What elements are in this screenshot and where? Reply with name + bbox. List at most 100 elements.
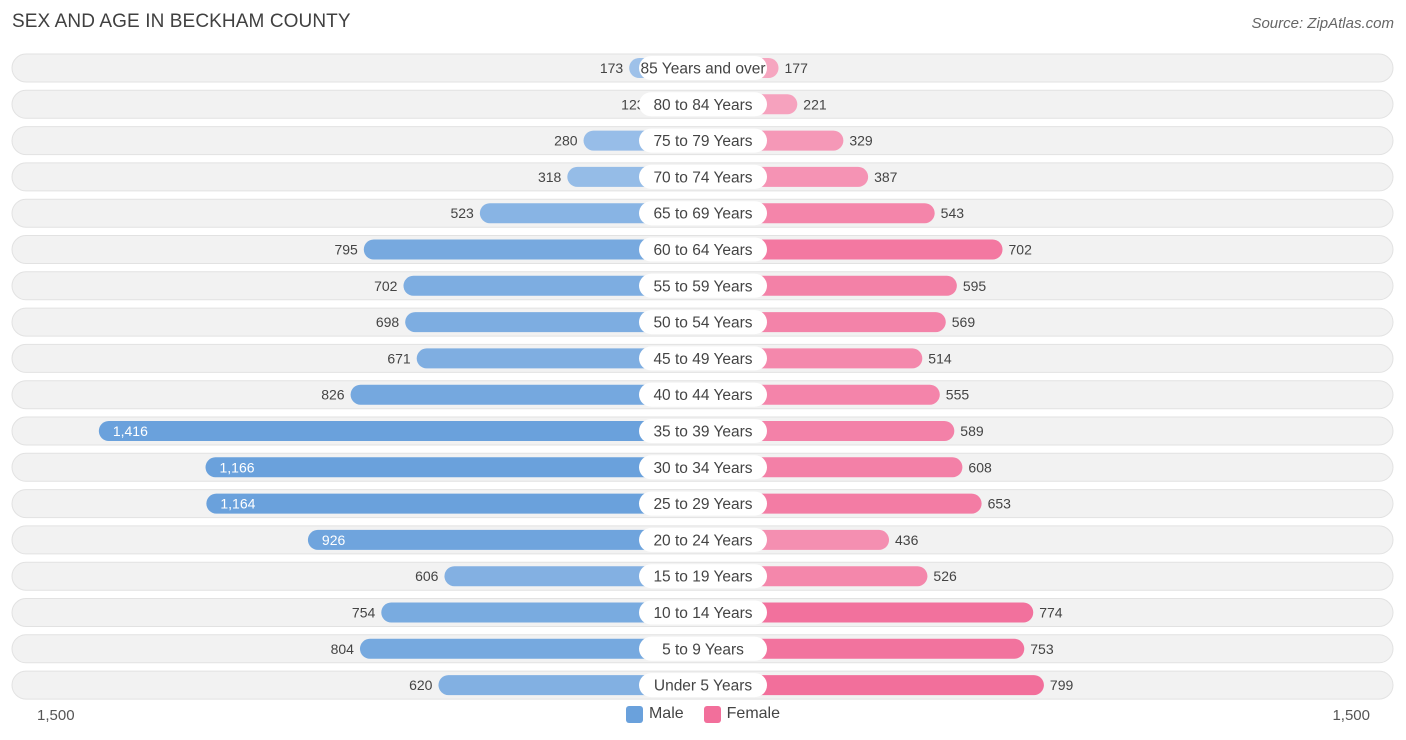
category-label: 80 to 84 Years <box>653 97 752 114</box>
female-bar <box>703 675 1044 696</box>
category-label: 60 to 64 Years <box>653 242 752 259</box>
male-value-label: 754 <box>352 605 376 621</box>
male-bar <box>438 675 703 696</box>
category-label-bg <box>639 237 767 262</box>
legend: Male Female <box>0 705 1406 723</box>
category-label: 45 to 49 Years <box>653 351 752 368</box>
male-bar <box>444 566 703 587</box>
male-value-label: 1,416 <box>113 423 148 439</box>
female-value-label: 774 <box>1039 605 1063 621</box>
male-value-label: 1,166 <box>220 459 255 475</box>
category-label: 30 to 34 Years <box>653 460 752 477</box>
female-bar <box>703 275 957 296</box>
female-bar <box>703 602 1034 623</box>
age-row: 702 595 55 to 59 Years <box>11 271 1394 301</box>
legend-item-male[interactable]: Male <box>625 705 684 723</box>
category-label-bg <box>639 201 767 226</box>
category-label-bg <box>639 600 767 625</box>
female-bar <box>703 457 963 478</box>
female-bar <box>703 493 982 514</box>
age-row: 754 774 10 to 14 Years <box>11 598 1394 627</box>
category-label: 55 to 59 Years <box>653 278 752 295</box>
female-value-label: 608 <box>968 459 992 475</box>
female-value-label: 702 <box>1009 242 1033 258</box>
category-label: 35 to 39 Years <box>653 424 752 441</box>
female-value-label: 387 <box>874 169 898 185</box>
age-row: 318 387 70 to 74 Years <box>11 162 1394 192</box>
male-bar <box>381 602 703 623</box>
chart-title: SEX AND AGE IN BECKHAM COUNTY <box>12 11 351 32</box>
male-value-label: 826 <box>321 387 345 403</box>
male-value-label: 523 <box>450 205 474 221</box>
female-value-label: 555 <box>946 387 970 403</box>
category-label: 50 to 54 Years <box>653 315 752 332</box>
age-row: 671 514 45 to 49 Years <box>11 343 1394 373</box>
male-bar <box>416 348 703 369</box>
female-value-label: 177 <box>785 60 809 76</box>
category-label-bg <box>639 56 767 80</box>
female-value-label: 436 <box>895 532 919 548</box>
age-row: 1,164 653 25 to 29 Years <box>11 489 1394 519</box>
category-label: 75 to 79 Years <box>653 133 752 150</box>
age-row: 926 436 20 to 24 Years <box>11 525 1394 555</box>
male-value-label: 606 <box>415 568 439 584</box>
female-value-label: 589 <box>960 423 984 439</box>
source-credit: Source: ZipAtlas.com <box>1251 15 1394 32</box>
category-label: 20 to 24 Years <box>653 532 752 549</box>
female-value-label: 653 <box>988 496 1012 512</box>
male-value-label: 698 <box>376 314 400 330</box>
category-label: 65 to 69 Years <box>653 206 752 223</box>
category-label-bg <box>639 128 767 153</box>
category-label: 25 to 29 Years <box>653 496 752 513</box>
female-value-label: 329 <box>849 133 873 149</box>
male-value-label: 620 <box>409 677 433 693</box>
male-bar <box>359 638 703 659</box>
category-label: 40 to 44 Years <box>653 387 752 404</box>
category-label: 15 to 19 Years <box>653 569 752 586</box>
category-label-bg <box>639 636 767 661</box>
age-row: 698 569 50 to 54 Years <box>11 307 1394 337</box>
category-label-bg <box>639 346 767 371</box>
age-row: 804 753 5 to 9 Years <box>11 634 1394 664</box>
male-bar <box>206 493 704 514</box>
female-value-label: 595 <box>963 278 987 294</box>
female-swatch <box>703 705 721 723</box>
female-value-label: 526 <box>933 568 957 584</box>
male-bar <box>363 239 703 260</box>
age-row: 173 177 85 Years and over <box>11 53 1394 83</box>
male-value-label: 1,164 <box>220 496 255 512</box>
male-bar <box>307 529 703 550</box>
male-bar <box>403 275 703 296</box>
female-value-label: 221 <box>803 96 827 112</box>
category-label-bg <box>639 419 767 443</box>
female-value-label: 543 <box>941 205 965 221</box>
legend-item-female[interactable]: Female <box>703 705 780 723</box>
category-label-bg <box>639 564 767 589</box>
male-value-label: 318 <box>538 169 562 185</box>
category-label-bg <box>639 164 767 189</box>
category-label: Under 5 Years <box>654 678 752 695</box>
male-value-label: 795 <box>334 242 358 258</box>
age-row: 1,416 589 35 to 39 Years <box>11 416 1394 446</box>
category-label-bg <box>639 382 767 407</box>
category-label-bg <box>639 491 767 516</box>
male-value-label: 280 <box>554 133 578 149</box>
category-label: 85 Years and over <box>641 61 766 78</box>
male-value-label: 671 <box>387 350 411 366</box>
male-value-label: 123 <box>621 96 645 112</box>
category-label: 10 to 14 Years <box>653 605 752 622</box>
age-row: 280 329 75 to 79 Years <box>11 126 1394 156</box>
age-row: 795 702 60 to 64 Years <box>11 235 1394 264</box>
male-bar <box>405 312 703 333</box>
male-value-label: 926 <box>322 532 346 548</box>
category-label-bg <box>639 310 767 335</box>
category-label-bg <box>639 527 767 552</box>
x-axis-right-label: 1,500 <box>1332 707 1370 724</box>
age-row: 1,166 608 30 to 34 Years <box>11 452 1394 482</box>
category-label-bg <box>639 92 767 117</box>
category-label-bg <box>639 455 767 480</box>
male-value-label: 173 <box>600 60 624 76</box>
legend-label-male: Male <box>648 705 684 722</box>
male-value-label: 804 <box>331 641 355 657</box>
